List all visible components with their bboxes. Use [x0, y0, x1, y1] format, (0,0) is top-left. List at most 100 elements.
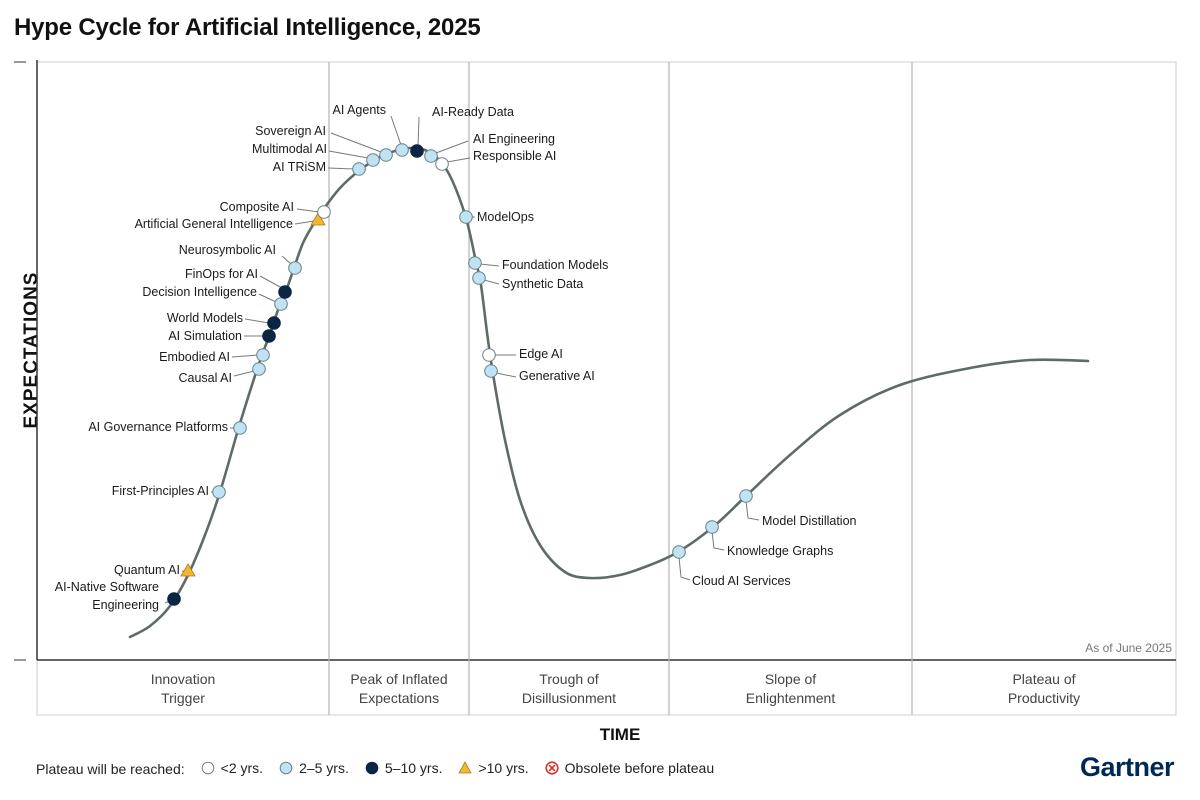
- marker-ai-ready-data: [410, 144, 424, 158]
- label-foundation-models: Foundation Models: [502, 258, 608, 272]
- marker-world-models: [267, 316, 281, 330]
- leader-line-neurosymbolic-ai: [281, 255, 292, 265]
- marker-embodied-ai: [256, 348, 270, 362]
- leader-line-synthetic-data: [483, 279, 500, 285]
- label-ai-governance-platforms: AI Governance Platforms: [88, 420, 228, 434]
- label-decision-intelligence: Decision Intelligence: [142, 285, 257, 299]
- label-finops-for-ai: FinOps for AI: [185, 267, 258, 281]
- label-knowledge-graphs: Knowledge Graphs: [727, 544, 833, 558]
- label-ai-simulation: AI Simulation: [168, 329, 242, 343]
- label-embodied-ai: Embodied AI: [159, 350, 230, 364]
- leader-line-sovereign-ai: [330, 132, 382, 153]
- legend-text-gt10: >10 yrs.: [478, 760, 529, 776]
- label-edge-ai: Edge AI: [519, 347, 563, 361]
- legend: Plateau will be reached: <2 yrs. 2–5 yrs.…: [36, 760, 714, 778]
- phase-label-slope-of-enlightenment: Slope of Enlightenment: [746, 671, 836, 706]
- marker-composite-ai: [317, 205, 331, 219]
- leader-line-ai-agents: [390, 115, 402, 146]
- red-x-circle-icon: [545, 761, 559, 775]
- label-first-principles-ai: First-Principles AI: [112, 484, 209, 498]
- label-neurosymbolic-ai: Neurosymbolic AI: [179, 243, 276, 257]
- gartner-logo: Gartner: [1079, 752, 1175, 782]
- marker-foundation-models: [468, 256, 482, 270]
- legend-item-y5to10: 5–10 yrs.: [365, 760, 443, 776]
- leader-line-ai-ready-data: [417, 116, 420, 147]
- label-sovereign-ai: Sovereign AI: [255, 124, 326, 138]
- marker-knowledge-graphs: [705, 520, 719, 534]
- light-blue-circle-icon: [279, 761, 293, 775]
- label-generative-ai: Generative AI: [519, 369, 595, 383]
- legend-item-obsolete: Obsolete before plateau: [545, 760, 714, 776]
- label-cloud-ai-services: Cloud AI Services: [692, 574, 791, 588]
- marker-model-distillation: [739, 489, 753, 503]
- dark-blue-circle-icon: [365, 761, 379, 775]
- marker-neurosymbolic-ai: [288, 261, 302, 275]
- label-synthetic-data: Synthetic Data: [502, 277, 583, 291]
- marker-ai-simulation: [262, 329, 276, 343]
- label-modelops: ModelOps: [477, 210, 534, 224]
- marker-decision-intelligence: [274, 297, 288, 311]
- legend-text-obsolete: Obsolete before plateau: [564, 760, 715, 776]
- marker-multimodal-ai: [366, 153, 380, 167]
- marker-ai-agents: [395, 143, 409, 157]
- leader-line-ai-trism: [327, 167, 355, 170]
- label-ai-engineering: AI Engineering: [473, 132, 555, 146]
- leader-line-artificial-general-intelligence: [294, 220, 315, 225]
- leader-line-foundation-models: [479, 263, 500, 267]
- leader-line-finops-for-ai: [259, 275, 283, 289]
- label-quantum-ai: Quantum AI: [114, 563, 180, 577]
- phase-label-trough-of-disillusionment: Trough of Disillusionment: [522, 671, 616, 706]
- marker-ai-trism: [352, 162, 366, 176]
- legend-item-lt2: <2 yrs.: [201, 760, 263, 776]
- label-world-models: World Models: [167, 311, 243, 325]
- legend-label: Plateau will be reached:: [36, 761, 185, 777]
- leader-line-cloud-ai-services: [678, 556, 691, 581]
- marker-artificial-general-intelligence: [310, 212, 326, 226]
- as-of-note: As of June 2025: [1085, 641, 1172, 655]
- legend-text-y2to5: 2–5 yrs.: [299, 760, 349, 776]
- phase-label-plateau-of-productivity: Plateau of Productivity: [1008, 671, 1080, 706]
- legend-item-y2to5: 2–5 yrs.: [279, 760, 349, 776]
- legend-text-y5to10: 5–10 yrs.: [384, 760, 443, 776]
- leader-line-embodied-ai: [231, 354, 259, 358]
- leader-line-composite-ai: [296, 208, 320, 213]
- label-composite-ai: Composite AI: [220, 200, 294, 214]
- marker-sovereign-ai: [379, 148, 393, 162]
- leader-line-model-distillation: [745, 500, 760, 521]
- leader-line-generative-ai: [495, 372, 517, 378]
- marker-ai-engineering: [424, 149, 438, 163]
- leader-line-multimodal-ai: [328, 150, 369, 159]
- label-ai-ready-data: AI-Ready Data: [432, 105, 514, 119]
- label-model-distillation: Model Distillation: [762, 514, 857, 528]
- marker-ai-native-software-engineering: [167, 592, 181, 606]
- plot-frame: [36, 61, 1177, 716]
- marker-causal-ai: [252, 362, 266, 376]
- phase-label-peak-of-inflated-expectations: Peak of Inflated Expectations: [350, 671, 447, 706]
- label-multimodal-ai: Multimodal AI: [252, 142, 327, 156]
- yellow-triangle-icon: [458, 761, 473, 774]
- marker-generative-ai: [484, 364, 498, 378]
- label-ai-agents: AI Agents: [332, 103, 386, 117]
- leader-line-knowledge-graphs: [711, 531, 725, 551]
- leader-line-decision-intelligence: [258, 293, 277, 303]
- leader-line-responsible-ai: [446, 157, 471, 163]
- label-ai-native-software-engineering: AI-Native Software Engineering: [55, 580, 159, 612]
- marker-ai-governance-platforms: [233, 421, 247, 435]
- label-causal-ai: Causal AI: [178, 371, 232, 385]
- leader-line-ai-engineering: [435, 140, 469, 154]
- marker-quantum-ai: [180, 563, 196, 577]
- chart-title: Hype Cycle for Artificial Intelligence, …: [14, 14, 481, 41]
- label-responsible-ai: Responsible AI: [473, 149, 556, 163]
- legend-text-lt2: <2 yrs.: [220, 760, 264, 776]
- marker-cloud-ai-services: [672, 545, 686, 559]
- leader-line-causal-ai: [233, 370, 255, 377]
- marker-first-principles-ai: [212, 485, 226, 499]
- label-artificial-general-intelligence: Artificial General Intelligence: [135, 217, 293, 231]
- open-circle-icon: [201, 761, 214, 775]
- marker-edge-ai: [482, 348, 496, 362]
- marker-synthetic-data: [472, 271, 486, 285]
- x-axis-label: TIME: [599, 725, 641, 744]
- marker-responsible-ai: [435, 157, 449, 171]
- legend-item-gt10: >10 yrs.: [458, 760, 529, 776]
